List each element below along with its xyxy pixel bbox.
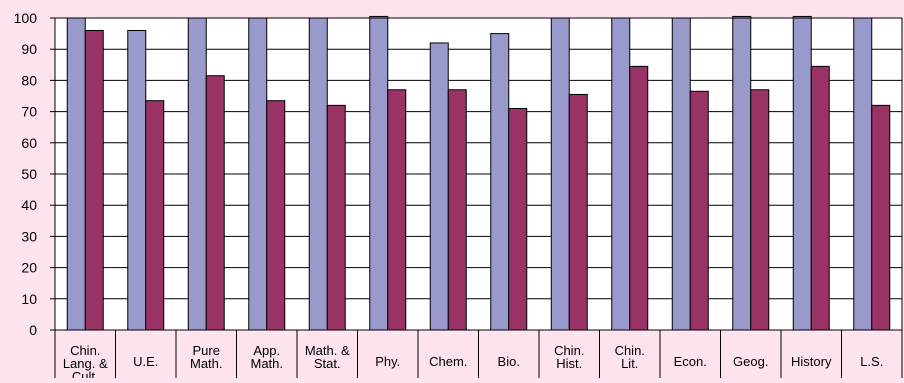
x-tick-label: Geog.: [733, 354, 768, 369]
bar-series-2: [326, 104, 346, 331]
x-tick-label: History: [791, 354, 832, 369]
bar-series-2: [266, 100, 286, 331]
bar-series-1: [308, 17, 328, 331]
bar-series-2: [145, 100, 165, 331]
bar-series-1: [611, 17, 631, 331]
y-tick-label: 10: [21, 291, 37, 307]
x-tick-label: Chin.: [70, 343, 100, 358]
grid-layer: [55, 17, 902, 331]
x-tick-label: U.E.: [133, 354, 158, 369]
x-tick-label: Math.: [190, 356, 223, 371]
bar-series-2: [508, 107, 528, 331]
bar-series-1: [853, 17, 873, 331]
x-tick-label: Cult.: [72, 369, 99, 378]
x-tick-label: Chem.: [429, 354, 467, 369]
bar-series-2: [750, 89, 770, 331]
y-tick-label: 40: [21, 197, 37, 213]
y-tick-label: 0: [29, 322, 37, 338]
bar-series-1: [66, 17, 86, 331]
bar-series-1: [550, 17, 570, 331]
bar-series-2: [568, 93, 588, 331]
y-tick-label: 30: [21, 228, 37, 244]
x-tick-label: Pure: [193, 343, 220, 358]
y-tick-label: 90: [21, 41, 37, 57]
bar-series-1: [429, 42, 449, 331]
y-tick-label: 80: [21, 72, 37, 88]
x-tick-label: Math.: [250, 356, 283, 371]
y-tick-label: 100: [14, 10, 38, 26]
bar-series-2: [810, 65, 830, 331]
x-tick-label: Chin.: [615, 343, 645, 358]
bar-series-1: [248, 17, 268, 331]
x-tick-label: App.: [253, 343, 280, 358]
x-tick-label: Math. &: [305, 343, 350, 358]
y-tick-label: 60: [21, 135, 37, 151]
bar-series-2: [387, 89, 407, 331]
axis-layer: [50, 17, 903, 378]
bar-series-2: [689, 90, 709, 331]
bar-series-1: [732, 15, 752, 331]
y-tick-label: 50: [21, 166, 37, 182]
x-tick-label: L.S.: [860, 354, 883, 369]
bar-series-2: [84, 29, 104, 331]
x-tick-label: Bio.: [498, 354, 520, 369]
bar-series-2: [447, 89, 467, 331]
x-tick-label: Phy.: [375, 354, 400, 369]
y-tick-label: 70: [21, 104, 37, 120]
bar-series-1: [490, 33, 510, 331]
y-tick-label: 20: [21, 260, 37, 276]
bar-series-1: [792, 15, 812, 331]
bar-series-1: [187, 17, 207, 331]
bar-series-1: [671, 17, 691, 331]
bar-series-2: [871, 104, 891, 331]
x-tick-label: Chin.: [554, 343, 584, 358]
bar-series-1: [127, 29, 147, 331]
x-tick-label: Lit.: [621, 356, 638, 371]
x-tick-label: Econ.: [674, 354, 707, 369]
bar-series-2: [205, 75, 225, 331]
x-tick-label: Lang. &: [63, 356, 108, 371]
bar-series-1: [369, 15, 389, 331]
x-tick-label: Hist.: [556, 356, 582, 371]
x-tick-label: Stat.: [314, 356, 341, 371]
bar-series-2: [629, 65, 649, 331]
